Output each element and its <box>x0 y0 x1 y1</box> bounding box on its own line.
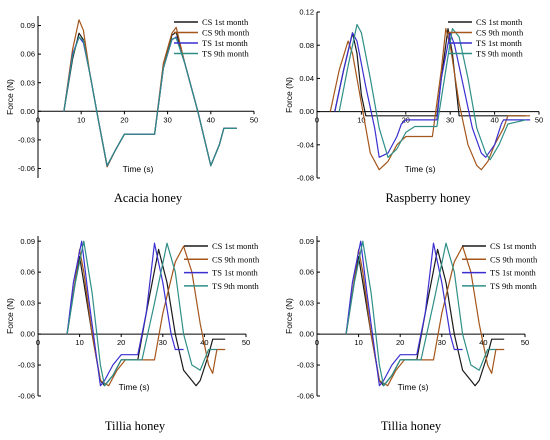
series-line-ts-9th-month <box>345 240 496 387</box>
chart-panel-1: -0.06 -0.03 0.00 0.03 0.06 0.09 0 10 20 30 40 50 For… <box>5 16 258 205</box>
x-tick-label: 10 <box>354 338 362 347</box>
y-tick-label: -0.06 <box>297 392 314 401</box>
x-tick-label: 20 <box>396 338 404 347</box>
x-tick-label: 0 <box>36 115 40 124</box>
x-tick-label: 50 <box>250 115 258 124</box>
y-tick-label: 0.12 <box>299 8 314 17</box>
series-line-cs-9th-month <box>66 245 226 387</box>
x-tick-label: 0 <box>36 338 40 347</box>
x-tick-label: 30 <box>163 115 171 124</box>
x-tick-label: 20 <box>117 338 125 347</box>
x-tick-label: 10 <box>75 338 83 347</box>
x-tick-label: 0 <box>315 338 319 347</box>
y-tick-label: 0.00 <box>20 330 35 339</box>
x-tick-label: 40 <box>207 115 215 124</box>
y-tick-label: 0.08 <box>299 41 314 50</box>
x-tick-label: 20 <box>120 115 128 124</box>
y-tick-label: -0.06 <box>18 392 35 401</box>
series-line-ts-9th-month <box>66 240 217 387</box>
y-tick-label: -0.03 <box>18 361 35 370</box>
y-tick-label: 0.04 <box>299 74 314 83</box>
y-tick-label: 0.00 <box>299 330 314 339</box>
legend-label: CS 9th month <box>212 254 260 264</box>
y-axis-label: Force (N) <box>284 298 294 334</box>
y-axis-label: Force (N) <box>5 79 15 115</box>
y-tick-label: -0.08 <box>297 174 314 183</box>
y-tick-label: 0.00 <box>20 107 35 116</box>
y-axis-label: Force (N) <box>284 77 294 113</box>
series-line-ts-9th-month <box>338 23 526 161</box>
series-line-cs-9th-month <box>329 28 531 171</box>
y-tick-label: 0.09 <box>20 237 35 246</box>
y-tick-label: -0.06 <box>18 164 35 173</box>
legend-label: TS 1st month <box>476 38 523 48</box>
y-tick-label: -0.03 <box>18 135 35 144</box>
legend: CS 1st month CS 9th month TS 1st month TS 9… <box>462 241 538 291</box>
y-tick-label: 0.09 <box>299 237 314 246</box>
legend-label: TS 9th month <box>212 281 260 291</box>
x-tick-label: 30 <box>446 116 454 125</box>
panel-caption: Acacia honey <box>114 191 183 205</box>
y-axis-label: Force (N) <box>5 298 15 334</box>
legend-label: CS 1st month <box>476 17 523 27</box>
series-line-ts-1st-month <box>345 240 463 387</box>
y-tick-label: 0.06 <box>20 50 35 59</box>
legend-label: CS 9th month <box>476 28 524 38</box>
legend-label: TS 9th month <box>490 281 538 291</box>
x-tick-label: 10 <box>77 115 85 124</box>
legend-label: CS 9th month <box>490 254 538 264</box>
x-axis-label: Time (s) <box>123 164 154 174</box>
legend-label: CS 9th month <box>202 28 250 38</box>
panel-caption: Tillia honey <box>381 419 442 433</box>
legend-label: TS 1st month <box>490 268 537 278</box>
x-tick-label: 30 <box>438 338 446 347</box>
x-tick-label: 50 <box>521 338 529 347</box>
x-tick-label: 50 <box>242 338 250 347</box>
y-tick-label: 0.09 <box>20 21 35 30</box>
y-tick-label: 0.00 <box>299 107 314 116</box>
panel-caption: Tillia honey <box>105 419 166 433</box>
x-axis-label: Time (s) <box>405 164 436 174</box>
legend-label: TS 1st month <box>202 38 249 48</box>
legend-label: TS 9th month <box>476 49 524 59</box>
legend-label: CS 1st month <box>490 241 537 251</box>
series-line-ts-1st-month <box>66 240 184 387</box>
x-tick-label: 10 <box>357 116 365 125</box>
y-tick-label: 0.03 <box>20 299 35 308</box>
series-line-ts-9th-month <box>63 36 237 167</box>
legend-label: CS 1st month <box>202 17 249 27</box>
legend-label: CS 1st month <box>212 241 259 251</box>
y-tick-label: -0.04 <box>297 140 314 149</box>
legend-label: TS 9th month <box>202 49 250 59</box>
x-axis-label: Time (s) <box>119 382 150 392</box>
panel-caption: Raspberry honey <box>385 191 471 205</box>
x-tick-label: 30 <box>159 338 167 347</box>
x-tick-label: 50 <box>535 116 543 125</box>
x-tick-label: 40 <box>490 116 498 125</box>
chart-panel-3: -0.06-0.030.000.030.060.090 10 20 30 40 50For… <box>5 236 260 433</box>
chart-panel-2: -0.08-0.040.000.040.080.120 10 20 30 40 50For… <box>284 8 543 205</box>
y-tick-label: 0.06 <box>20 268 35 277</box>
series-line-ts-1st-month <box>334 32 531 158</box>
legend: CS 1st month CS 9th month TS 1st month TS 9… <box>184 241 260 291</box>
y-tick-label: 0.03 <box>20 78 35 87</box>
x-axis-label: Time (s) <box>398 382 429 392</box>
legend-label: TS 1st month <box>212 268 259 278</box>
series-line-cs-9th-month <box>345 245 505 387</box>
y-tick-label: 0.06 <box>299 268 314 277</box>
chart-panel-4: -0.06-0.030.000.030.060.090 10 20 30 40 50For… <box>284 236 538 433</box>
y-tick-label: -0.03 <box>297 361 314 370</box>
y-tick-label: 0.03 <box>299 299 314 308</box>
x-tick-label: 0 <box>315 116 319 125</box>
